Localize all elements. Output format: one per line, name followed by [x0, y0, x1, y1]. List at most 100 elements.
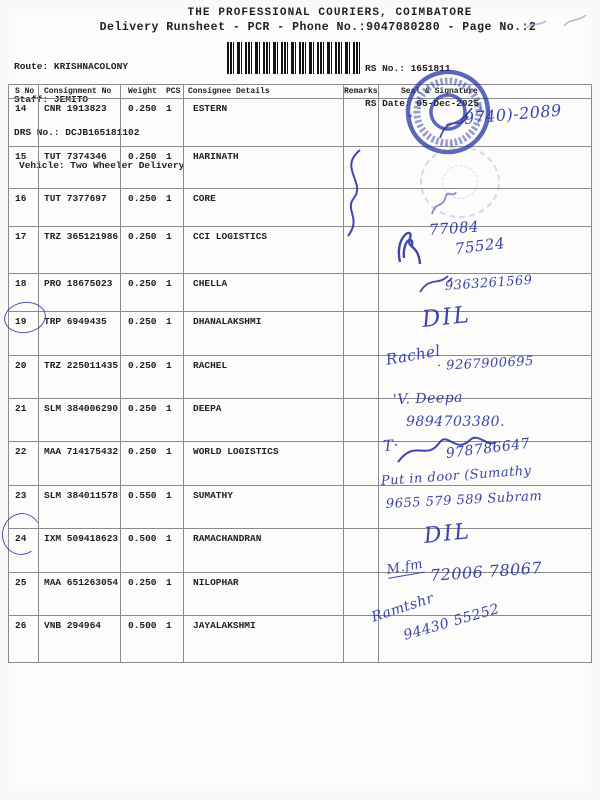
table-row: 25 MAA 651263054 0.250 1 NILOPHAR [9, 573, 592, 616]
cell-remarks [344, 616, 379, 662]
cell-s-no: 15 [9, 147, 39, 188]
cell-consignment: CNR 1913823 [39, 99, 121, 146]
cell-seal [379, 274, 592, 311]
cell-remarks [344, 573, 379, 615]
cell-consignment: TUT 7377697 [39, 189, 121, 226]
route-info-block: Route: KRISHNACOLONY Staff: JEMITO DRS N… [14, 39, 184, 193]
cell-weight-pcs: 0.250 1 [121, 147, 184, 188]
cell-consignment: TUT 7374346 [39, 147, 121, 188]
cell-remarks [344, 99, 379, 146]
cell-remarks [344, 227, 379, 273]
cell-seal [379, 399, 592, 441]
cell-remarks [344, 312, 379, 355]
cell-weight-pcs: 0.550 1 [121, 486, 184, 528]
cell-s-no: 20 [9, 356, 39, 398]
cell-consignee: ESTERN [184, 99, 344, 146]
cell-s-no: 21 [9, 399, 39, 441]
cell-remarks [344, 442, 379, 485]
cell-weight-pcs: 0.250 1 [121, 312, 184, 355]
table-row: 18 PRO 18675023 0.250 1 CHELLA [9, 274, 592, 312]
cell-weight-pcs: 0.250 1 [121, 442, 184, 485]
cell-seal [379, 312, 592, 355]
col-remarks: Remarks [344, 85, 379, 98]
col-weight: Weight [128, 87, 157, 96]
cell-seal [379, 147, 592, 188]
cell-remarks [344, 399, 379, 441]
cell-remarks [344, 147, 379, 188]
col-pcs: PCS [166, 87, 181, 96]
table-row: 19 TRP 6949435 0.250 1 DHANALAKSHMI [9, 312, 592, 356]
cell-remarks [344, 189, 379, 226]
table-row: 15 TUT 7374346 0.250 1 HARINATH [9, 147, 592, 189]
cell-s-no: 23 [9, 486, 39, 528]
table-row: 23 SLM 384011578 0.550 1 SUMATHY [9, 486, 592, 529]
cell-remarks [344, 356, 379, 398]
cell-seal [379, 99, 592, 146]
cell-weight-pcs: 0.250 1 [121, 274, 184, 311]
table-row: 26 VNB 294964 0.500 1 JAYALAKSHMI [9, 616, 592, 663]
vehicle-line: Vehicle: Two Wheeler Delivery [19, 160, 185, 171]
cell-s-no: 26 [9, 616, 39, 662]
table-row: 17 TRZ 365121986 0.250 1 CCI LOGISTICS [9, 227, 592, 274]
cell-remarks [344, 529, 379, 572]
cell-weight-pcs: 0.250 1 [121, 573, 184, 615]
cell-weight-pcs: 0.250 1 [121, 227, 184, 273]
cell-consignment: TRZ 225011435 [39, 356, 121, 398]
cell-remarks [344, 274, 379, 311]
col-weight-pcs: Weight PCS [121, 85, 184, 98]
cell-s-no: 19 [9, 312, 39, 355]
cell-consignee: CHELLA [184, 274, 344, 311]
cell-consignment: SLM 384006290 [39, 399, 121, 441]
table-row: 21 SLM 384006290 0.250 1 DEEPA [9, 399, 592, 442]
cell-seal [379, 616, 592, 662]
staff-line: Staff: JEMITO [14, 94, 89, 105]
table-row: 20 TRZ 225011435 0.250 1 RACHEL [9, 356, 592, 399]
col-consignment-no: Consignment No [39, 85, 121, 98]
company-title: THE PROFESSIONAL COURIERS, COIMBATORE [187, 7, 473, 19]
cell-s-no: 18 [9, 274, 39, 311]
cell-weight-pcs: 0.250 1 [121, 356, 184, 398]
cell-s-no: 16 [9, 189, 39, 226]
cell-consignment: TRZ 365121986 [39, 227, 121, 273]
cell-weight-pcs: 0.250 1 [121, 99, 184, 146]
cell-consignee: RAMACHANDRAN [184, 529, 344, 572]
drs-no-line: DRS No.: DCJB165181102 [14, 127, 140, 138]
cell-consignment: PRO 18675023 [39, 274, 121, 311]
cell-consignment: MAA 714175432 [39, 442, 121, 485]
cell-s-no: 14 [9, 99, 39, 146]
cell-consignee: CORE [184, 189, 344, 226]
table-header-row: S No Consignment No Weight PCS Consignee… [9, 85, 592, 99]
col-s-no: S No [9, 85, 39, 98]
cell-seal [379, 573, 592, 615]
cell-consignee: NILOPHAR [184, 573, 344, 615]
col-consignee-details: Consignee Details [184, 85, 344, 98]
barcode [227, 42, 360, 74]
cell-s-no: 22 [9, 442, 39, 485]
cell-consignee: DEEPA [184, 399, 344, 441]
cell-consignment: MAA 651263054 [39, 573, 121, 615]
cell-consignment: TRP 6949435 [39, 312, 121, 355]
cell-s-no: 17 [9, 227, 39, 273]
cell-seal [379, 227, 592, 273]
cell-remarks [344, 486, 379, 528]
cell-s-no: 24 [9, 529, 39, 572]
runsheet-subtitle: Delivery Runsheet - PCR - Phone No.:9047… [99, 21, 537, 34]
cell-seal [379, 356, 592, 398]
cell-consignment: IXM 509418623 [39, 529, 121, 572]
col-seal-signature: Seal & Signature [379, 85, 592, 98]
cell-weight-pcs: 0.250 1 [121, 399, 184, 441]
rs-no-line: RS No.: 1651811 [365, 63, 451, 74]
cell-consignee: RACHEL [184, 356, 344, 398]
cell-consignee: HARINATH [184, 147, 344, 188]
cell-consignee: DHANALAKSHMI [184, 312, 344, 355]
table-row: 16 TUT 7377697 0.250 1 CORE [9, 189, 592, 227]
cell-consignee: JAYALAKSHMI [184, 616, 344, 662]
table-row: 14 CNR 1913823 0.250 1 ESTERN [9, 99, 592, 147]
cell-seal [379, 529, 592, 572]
cell-consignment: VNB 294964 [39, 616, 121, 662]
route-line: Route: KRISHNACOLONY [14, 61, 129, 72]
cell-consignee: CCI LOGISTICS [184, 227, 344, 273]
cell-seal [379, 189, 592, 226]
cell-consignment: SLM 384011578 [39, 486, 121, 528]
